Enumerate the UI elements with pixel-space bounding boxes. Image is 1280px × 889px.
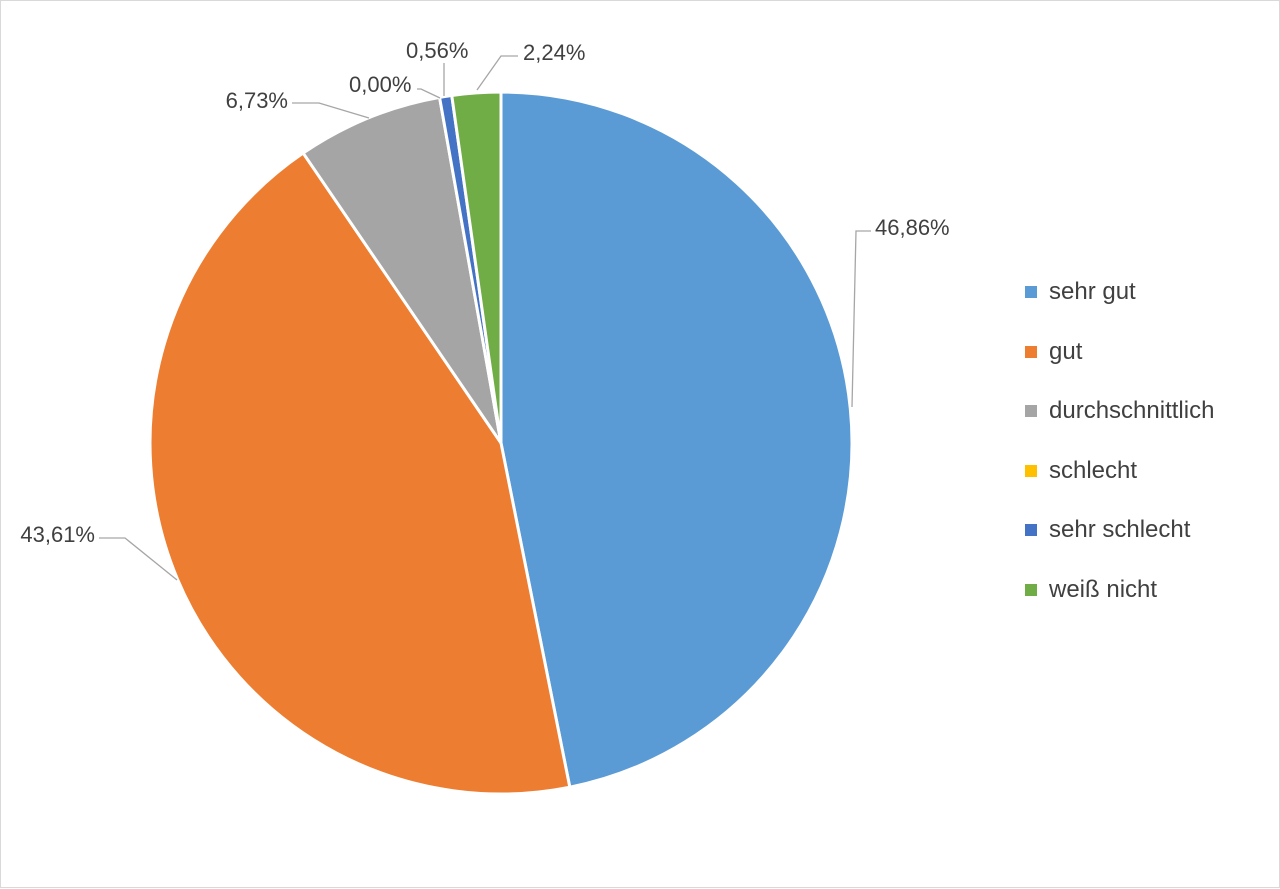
legend-swatch [1025, 464, 1037, 477]
legend-label: gut [1049, 337, 1083, 365]
legend-label: weiß nicht [1049, 575, 1158, 603]
pie-slice-weiss-nicht [450, 90, 503, 445]
legend-item-sehr-schlecht: sehr schlecht [1025, 515, 1190, 545]
legend-swatch [1025, 583, 1037, 596]
legend-item-sehr-gut: sehr gut [1025, 277, 1136, 307]
data-label-sehr-schlecht: 0,56% [406, 38, 468, 63]
legend-item-weiss-nicht: weiß nicht [1025, 575, 1157, 605]
leader-line-weiss-nicht [476, 55, 518, 91]
pie-slice-gut [148, 151, 572, 796]
legend-label: schlecht [1049, 456, 1138, 484]
legend-swatch [1025, 524, 1037, 536]
leader-line-schlecht [417, 88, 441, 99]
data-label-gut: 43,61% [20, 522, 95, 547]
legend-label: sehr gut [1049, 278, 1136, 305]
legend-item-durchschnittlich: durchschnittlich [1025, 396, 1214, 426]
legend-swatch [1025, 405, 1037, 417]
pie-slice-sehr-gut [499, 90, 854, 789]
leader-line-gut [99, 537, 178, 581]
leader-line-sehr-gut [851, 230, 871, 408]
data-label-weiss-nicht: 2,24% [523, 40, 585, 65]
legend-label: durchschnittlich [1049, 397, 1215, 424]
legend-item-gut: gut [1025, 337, 1082, 367]
data-label-schlecht: 0,00% [349, 72, 411, 97]
legend-item-schlecht: schlecht [1025, 456, 1137, 486]
data-label-durchschnittlich: 6,73% [226, 88, 288, 113]
data-label-sehr-gut: 46,86% [875, 215, 950, 240]
legend-swatch [1025, 286, 1037, 298]
leader-line-durchschnittlich [292, 102, 370, 119]
legend-swatch [1025, 345, 1037, 358]
legend-label: sehr schlecht [1049, 516, 1191, 543]
